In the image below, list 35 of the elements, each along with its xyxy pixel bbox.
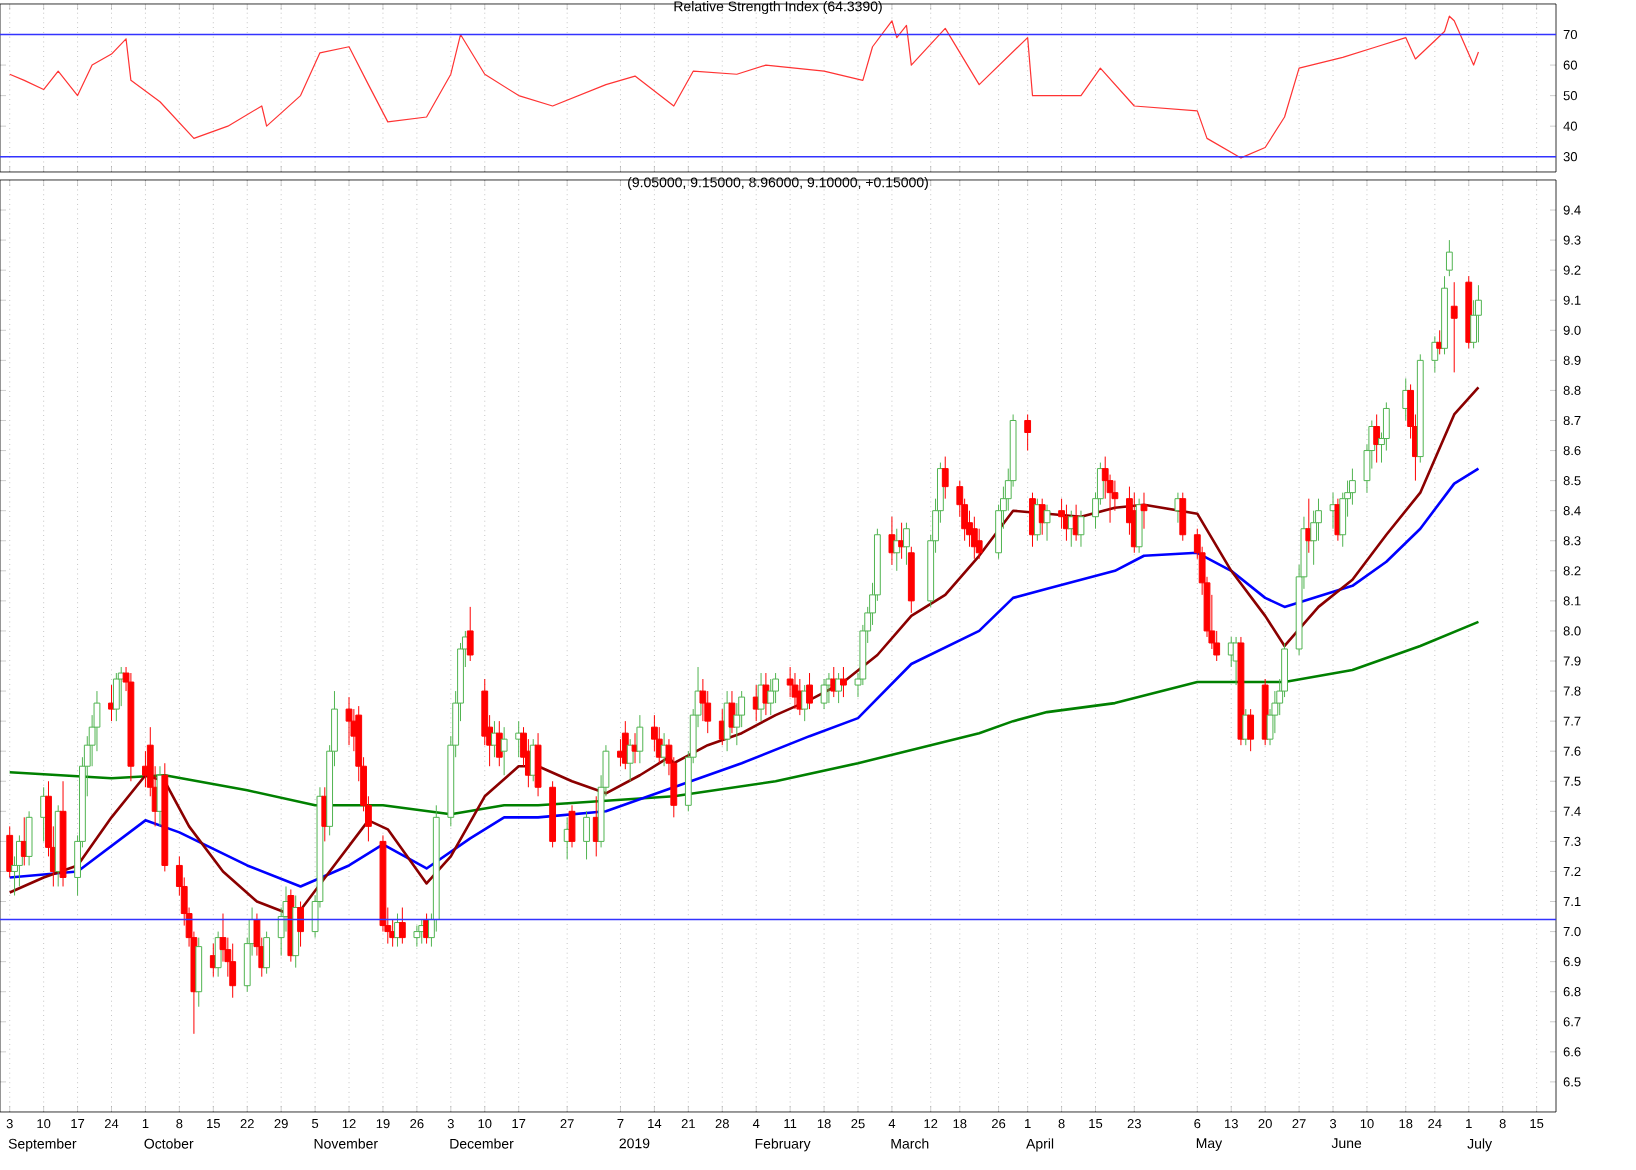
candlestick (25, 810, 33, 866)
candlestick (1475, 284, 1482, 343)
candlestick (1140, 492, 1148, 530)
candlestick (413, 925, 421, 948)
candlestick (767, 678, 775, 716)
candlestick (840, 666, 847, 698)
line-series (9, 15, 1480, 159)
candlestick (1077, 510, 1085, 548)
candlestick (466, 606, 474, 662)
candlestick (1024, 413, 1032, 452)
candlestick (1450, 281, 1458, 373)
candlestick (1135, 498, 1143, 554)
candlestick (835, 672, 843, 704)
candlestick (1247, 708, 1255, 752)
candlestick (806, 672, 813, 710)
candlestick (195, 937, 203, 1008)
candlestick (229, 943, 237, 999)
candlestick (941, 456, 949, 500)
line-series (8, 467, 1480, 888)
candlestick (6, 825, 14, 878)
candlestick (1179, 492, 1187, 542)
candlestick (1431, 335, 1439, 373)
candlestick (970, 516, 978, 560)
candlestick (1445, 239, 1453, 277)
candlestick (728, 690, 736, 734)
candlestick (500, 726, 508, 776)
candlestick (263, 931, 271, 975)
candlestick (1043, 504, 1051, 542)
candlestick (820, 678, 828, 710)
candlestick (568, 804, 576, 848)
candlestick (398, 907, 406, 945)
candlestick (583, 810, 590, 860)
candlestick (297, 901, 304, 948)
candlestick (791, 672, 799, 710)
candlestick (534, 732, 542, 797)
